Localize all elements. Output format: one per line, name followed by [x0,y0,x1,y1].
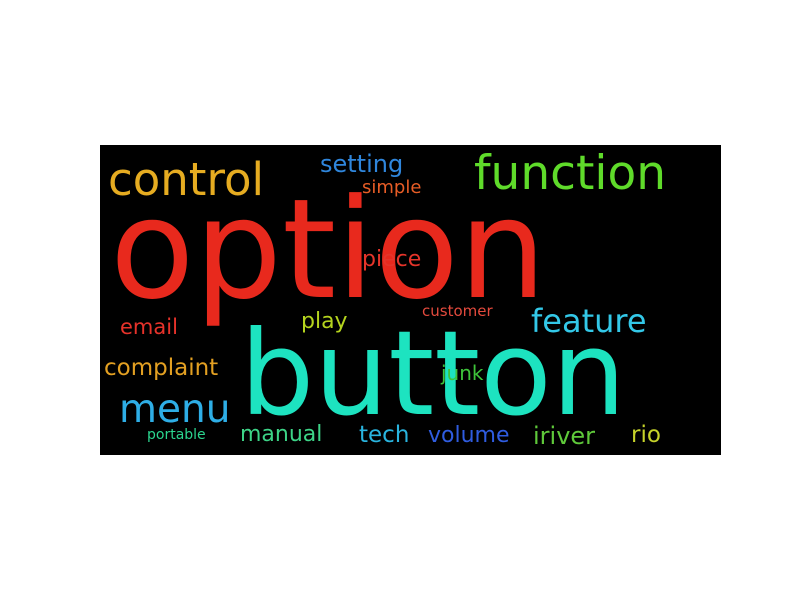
word-function: function [474,146,666,201]
word-complaint: complaint [104,355,219,381]
word-control: control [108,153,264,206]
word-volume: volume [428,423,510,448]
word-piece: piece [362,247,422,272]
word-portable: portable [147,427,206,443]
word-email: email [120,315,178,339]
word-option: option [110,169,547,330]
word-play: play [301,309,348,334]
word-button: button [240,305,626,442]
word-cloud: option button function control setting s… [100,145,721,455]
word-manual: manual [240,422,323,447]
word-junk: junk [441,361,484,385]
word-setting: setting [320,150,404,178]
word-customer: customer [422,302,493,320]
word-simple: simple [362,177,422,198]
word-rio: rio [631,422,661,448]
word-menu: menu [119,387,231,432]
word-tech: tech [359,422,410,448]
word-iriver: iriver [533,422,596,450]
word-feature: feature [531,302,647,340]
